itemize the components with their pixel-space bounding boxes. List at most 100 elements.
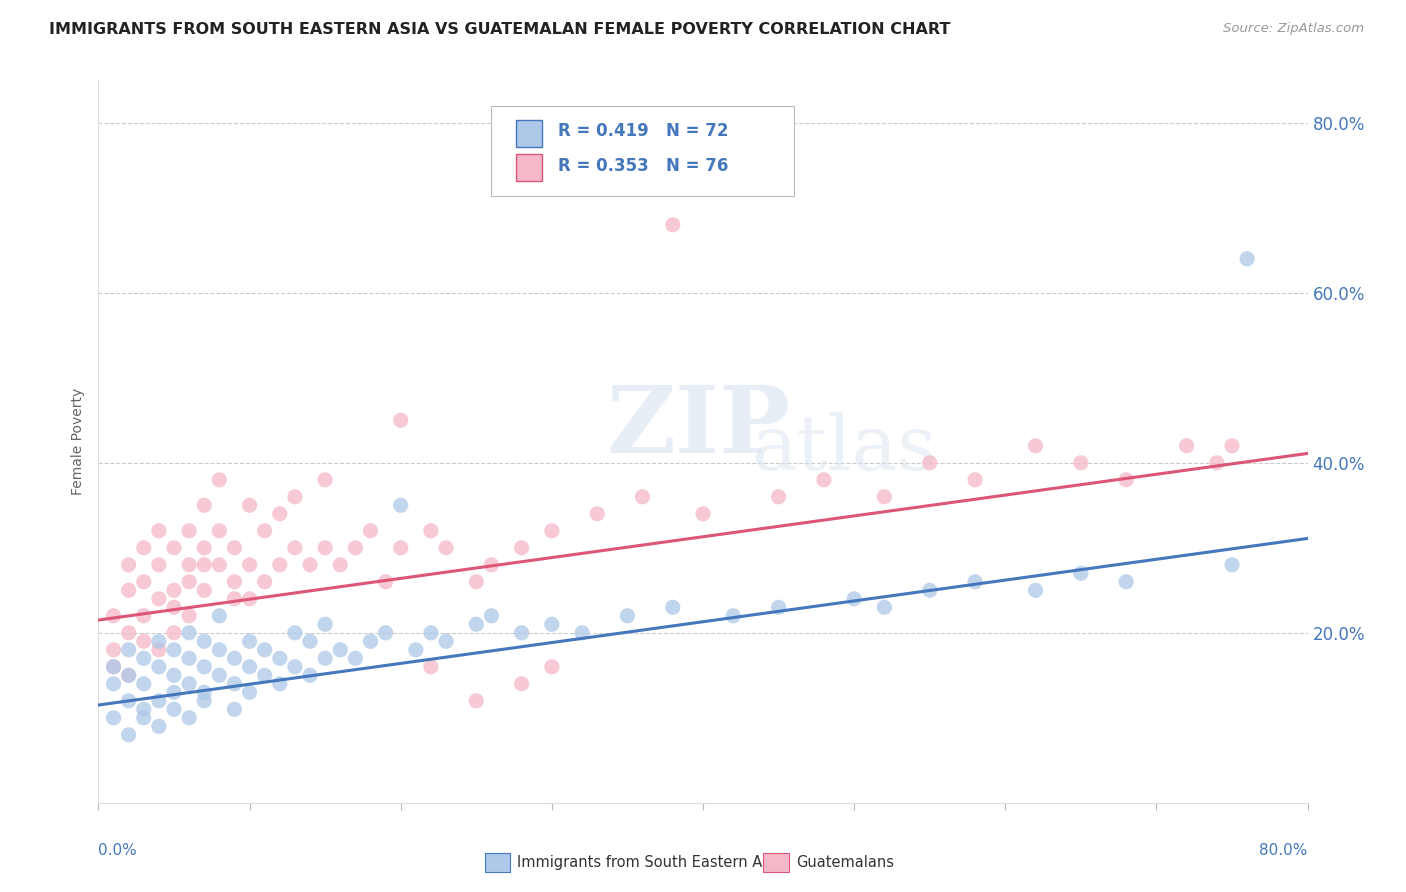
Point bbox=[269, 651, 291, 665]
Point bbox=[224, 574, 246, 589]
Point bbox=[193, 558, 215, 572]
Point bbox=[163, 668, 186, 682]
Point bbox=[103, 711, 125, 725]
Point bbox=[163, 600, 186, 615]
Point bbox=[918, 456, 941, 470]
Point bbox=[510, 625, 533, 640]
Point bbox=[1070, 456, 1092, 470]
Point bbox=[118, 668, 141, 682]
Point bbox=[616, 608, 638, 623]
Point bbox=[208, 668, 231, 682]
Point bbox=[208, 608, 231, 623]
Point bbox=[813, 473, 835, 487]
Point bbox=[420, 660, 443, 674]
Point bbox=[224, 651, 246, 665]
Point bbox=[193, 583, 215, 598]
Point bbox=[118, 625, 141, 640]
Point bbox=[193, 498, 215, 512]
Text: Guatemalans: Guatemalans bbox=[796, 855, 894, 870]
Point bbox=[239, 685, 262, 699]
Point bbox=[179, 677, 201, 691]
Point bbox=[1206, 456, 1229, 470]
Point bbox=[631, 490, 654, 504]
Point bbox=[768, 600, 790, 615]
Point bbox=[132, 711, 155, 725]
Point bbox=[179, 651, 201, 665]
Point bbox=[314, 541, 336, 555]
Point bbox=[284, 541, 307, 555]
Point bbox=[132, 541, 155, 555]
Point bbox=[389, 413, 412, 427]
Point bbox=[148, 694, 170, 708]
Point bbox=[540, 524, 562, 538]
Point bbox=[1024, 583, 1046, 598]
Point bbox=[163, 625, 186, 640]
Point bbox=[208, 558, 231, 572]
Point bbox=[481, 558, 503, 572]
Point bbox=[481, 608, 503, 623]
Text: Immigrants from South Eastern Asia: Immigrants from South Eastern Asia bbox=[517, 855, 783, 870]
Text: R = 0.353   N = 76: R = 0.353 N = 76 bbox=[558, 156, 728, 175]
Point bbox=[193, 694, 215, 708]
Point bbox=[329, 642, 352, 657]
Point bbox=[148, 558, 170, 572]
Point bbox=[1236, 252, 1258, 266]
Point bbox=[253, 642, 276, 657]
Point bbox=[148, 591, 170, 606]
Point bbox=[224, 677, 246, 691]
Point bbox=[510, 541, 533, 555]
Point bbox=[148, 642, 170, 657]
Point bbox=[360, 634, 382, 648]
Point bbox=[103, 660, 125, 674]
Point bbox=[374, 625, 396, 640]
Point bbox=[103, 677, 125, 691]
Point bbox=[132, 651, 155, 665]
Point bbox=[1024, 439, 1046, 453]
Point bbox=[179, 558, 201, 572]
Point bbox=[179, 608, 201, 623]
Point bbox=[148, 524, 170, 538]
Point bbox=[253, 574, 276, 589]
Point bbox=[1220, 439, 1243, 453]
Point bbox=[510, 677, 533, 691]
Point bbox=[269, 507, 291, 521]
Point bbox=[208, 473, 231, 487]
Point bbox=[299, 634, 322, 648]
Point bbox=[723, 608, 745, 623]
Point bbox=[148, 719, 170, 733]
Point bbox=[148, 660, 170, 674]
Point bbox=[179, 625, 201, 640]
Point bbox=[224, 702, 246, 716]
Point bbox=[405, 642, 427, 657]
Point bbox=[1220, 558, 1243, 572]
Point bbox=[389, 498, 412, 512]
Point bbox=[465, 617, 488, 632]
Point bbox=[132, 702, 155, 716]
Point bbox=[148, 634, 170, 648]
Point bbox=[118, 583, 141, 598]
Point bbox=[1175, 439, 1198, 453]
Point bbox=[434, 541, 457, 555]
Y-axis label: Female Poverty: Female Poverty bbox=[72, 388, 86, 495]
Point bbox=[132, 634, 155, 648]
Point bbox=[118, 558, 141, 572]
Point bbox=[103, 660, 125, 674]
Point bbox=[253, 668, 276, 682]
Point bbox=[465, 694, 488, 708]
Point bbox=[1070, 566, 1092, 581]
Point bbox=[193, 685, 215, 699]
Point bbox=[284, 490, 307, 504]
Point bbox=[224, 541, 246, 555]
Point bbox=[239, 591, 262, 606]
Point bbox=[208, 642, 231, 657]
Point bbox=[163, 583, 186, 598]
Point bbox=[193, 634, 215, 648]
Point bbox=[179, 574, 201, 589]
Point bbox=[420, 524, 443, 538]
Text: 80.0%: 80.0% bbox=[1260, 843, 1308, 857]
Text: IMMIGRANTS FROM SOUTH EASTERN ASIA VS GUATEMALAN FEMALE POVERTY CORRELATION CHAR: IMMIGRANTS FROM SOUTH EASTERN ASIA VS GU… bbox=[49, 22, 950, 37]
Point bbox=[389, 541, 412, 555]
FancyBboxPatch shape bbox=[516, 120, 543, 147]
Point bbox=[329, 558, 352, 572]
Point bbox=[239, 558, 262, 572]
